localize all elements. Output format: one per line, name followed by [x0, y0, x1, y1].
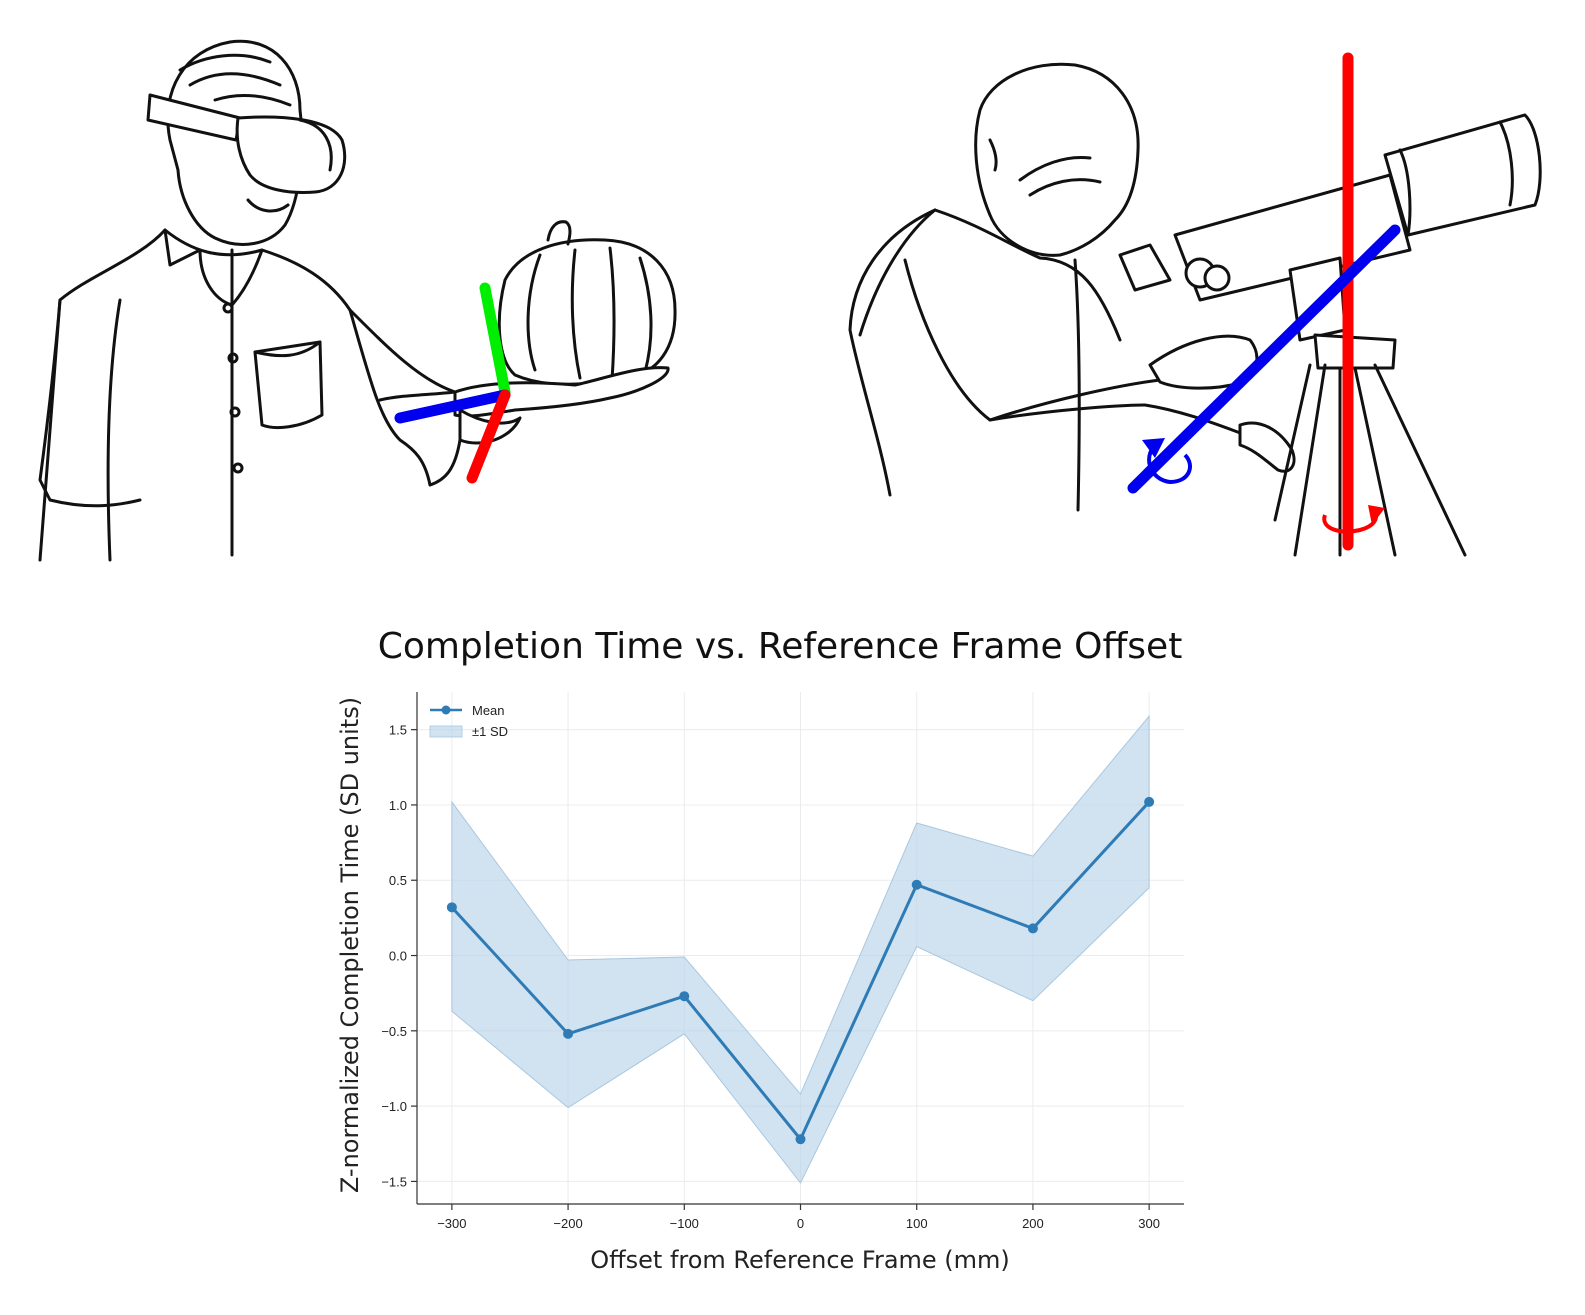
y-tick-label: 0.0 — [389, 949, 407, 964]
chart-legend: Mean ±1 SD — [429, 703, 508, 739]
mean-points-layer — [446, 796, 1155, 1145]
line-chart: Completion Time vs. Reference Frame Offs… — [336, 626, 1184, 1274]
x-axis-ticks: −300 −200 −100 0 100 200 300 — [437, 1204, 1160, 1231]
chart-title: Completion Time vs. Reference Frame Offs… — [378, 626, 1183, 667]
telescope-user-illustration — [848, 52, 1542, 557]
x-tick-label: −300 — [437, 1216, 466, 1231]
y-tick-label: −0.5 — [381, 1024, 407, 1039]
grid-lines — [417, 692, 1184, 1204]
legend-mean-marker — [441, 705, 451, 715]
legend-sd-label: ±1 SD — [472, 724, 508, 739]
y-tick-label: −1.5 — [381, 1174, 407, 1189]
y-tick-label: 1.5 — [389, 723, 407, 738]
x-tick-label: 200 — [1022, 1216, 1044, 1231]
mean-point — [1027, 923, 1038, 934]
x-tick-label: −100 — [670, 1216, 699, 1231]
x-tick-label: 300 — [1138, 1216, 1160, 1231]
mean-point — [563, 1028, 574, 1039]
mean-point — [795, 1134, 806, 1145]
vr-user-illustration — [38, 39, 677, 562]
sd-band — [451, 714, 1150, 1184]
legend-mean-label: Mean — [472, 703, 505, 718]
y-axis-ticks: −1.5 −1.0 −0.5 0.0 0.5 1.0 1.5 — [381, 723, 417, 1189]
y-tick-label: 1.0 — [389, 798, 407, 813]
x-tick-label: −200 — [553, 1216, 582, 1231]
mean-point — [911, 879, 922, 890]
mean-point — [679, 991, 690, 1002]
legend-sd-swatch — [429, 725, 463, 738]
y-tick-label: 0.5 — [389, 873, 407, 888]
mean-point — [1144, 796, 1155, 807]
x-tick-label: 0 — [797, 1216, 804, 1231]
y-tick-label: −1.0 — [381, 1099, 407, 1114]
x-tick-label: 100 — [906, 1216, 928, 1231]
y-axis-label: Z-normalized Completion Time (SD units) — [336, 697, 364, 1193]
x-axis-label: Offset from Reference Frame (mm) — [590, 1246, 1010, 1274]
sd-band-layer — [451, 714, 1150, 1184]
mean-point — [446, 902, 457, 913]
